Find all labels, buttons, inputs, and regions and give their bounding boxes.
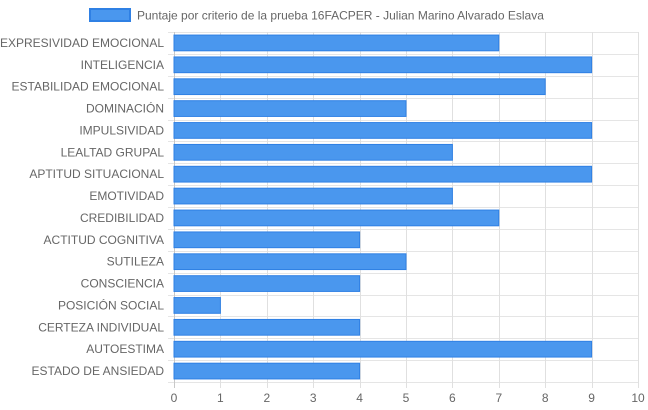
category-label: DOMINACIÓN (86, 101, 164, 116)
x-tick-label: 1 (217, 391, 224, 405)
x-tick-label: 6 (449, 391, 456, 405)
category-label: INTELIGENCIA (81, 58, 164, 72)
bar[interactable] (173, 253, 407, 271)
bar[interactable] (173, 34, 500, 52)
bar[interactable] (173, 297, 221, 314)
bars-group (173, 34, 593, 380)
bar[interactable] (173, 275, 361, 292)
x-tick-label: 5 (403, 391, 410, 405)
bar[interactable] (173, 122, 593, 139)
category-label: APTITUD SITUACIONAL (29, 167, 164, 181)
category-label: ESTABILIDAD EMOCIONAL (12, 80, 165, 94)
bar[interactable] (173, 340, 593, 358)
bar[interactable] (173, 78, 546, 96)
bar[interactable] (173, 187, 453, 205)
category-label: EXPRESIVIDAD EMOCIONAL (0, 36, 164, 50)
x-tick-label: 0 (171, 391, 178, 405)
bar[interactable] (173, 143, 453, 161)
x-axis-ticks: 0 1 2 3 4 5 6 7 8 9 10 (171, 391, 645, 405)
x-tick-label: 4 (356, 391, 363, 405)
category-label: LEALTAD GRUPAL (61, 145, 165, 159)
bar[interactable] (173, 318, 361, 336)
category-label: CREDIBILIDAD (80, 211, 164, 225)
legend-label: Puntaje por criterio de la prueba 16FACP… (137, 9, 544, 23)
category-label: ESTADO DE ANSIEDAD (32, 364, 165, 378)
category-label: SUTILEZA (107, 255, 164, 269)
bar[interactable] (173, 231, 361, 249)
category-label: ACTITUD COGNITIVA (44, 233, 164, 247)
bar[interactable] (173, 100, 407, 117)
bar[interactable] (173, 56, 593, 74)
bar[interactable] (173, 209, 500, 227)
bar[interactable] (173, 165, 593, 183)
x-tick-label: 8 (542, 391, 549, 405)
category-labels: EXPRESIVIDAD EMOCIONAL INTELIGENCIA ESTABI… (0, 36, 164, 378)
x-tick-label: 9 (588, 391, 595, 405)
category-label: CERTEZA INDIVIDUAL (38, 320, 164, 334)
x-tick-label: 7 (495, 391, 502, 405)
x-tick-label: 10 (631, 391, 645, 405)
x-tick-label: 2 (263, 391, 270, 405)
category-label: POSICIÓN SOCIAL (58, 297, 164, 312)
category-label: CONSCIENCIA (81, 277, 164, 291)
x-tick-label: 3 (310, 391, 317, 405)
legend-swatch (89, 8, 131, 22)
chart-legend[interactable]: Puntaje por criterio de la prueba 16FACP… (89, 8, 544, 23)
category-label: IMPULSIVIDAD (79, 123, 164, 137)
bar[interactable] (173, 362, 361, 380)
category-label: EMOTIVIDAD (89, 189, 164, 203)
category-label: AUTOESTIMA (86, 342, 164, 356)
